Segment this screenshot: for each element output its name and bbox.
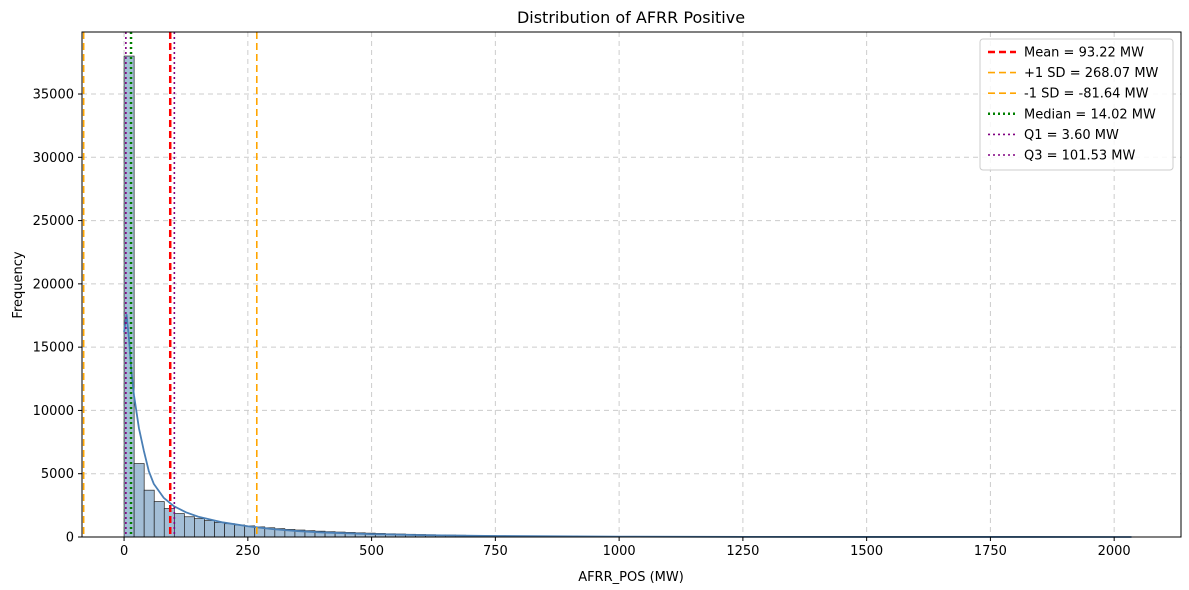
x-axis-ticks: 0 250 500 750 1000 1250 1500 1750 2000 xyxy=(120,537,1131,559)
legend-label: +1 SD = 268.07 MW xyxy=(1024,66,1159,81)
histogram-bar xyxy=(234,524,246,538)
legend-label: Q1 = 3.60 MW xyxy=(1024,128,1119,143)
y-tick-label: 20000 xyxy=(33,277,74,292)
legend-label: -1 SD = -81.64 MW xyxy=(1024,87,1149,102)
plot-frame xyxy=(81,31,1182,538)
legend-label: Median = 14.02 MW xyxy=(1024,107,1156,122)
chart-title: Distribution of AFRR Positive xyxy=(517,8,745,27)
y-axis-label: Frequency xyxy=(11,251,26,318)
reference-lines xyxy=(82,32,258,537)
y-tick-label: 10000 xyxy=(33,404,74,419)
histogram-bar xyxy=(194,518,205,538)
histogram-bar xyxy=(153,501,165,538)
y-tick-label: 0 xyxy=(66,531,74,546)
x-tick-label: 0 xyxy=(120,544,128,559)
histogram-bar xyxy=(133,463,145,538)
legend-label: Q3 = 101.53 MW xyxy=(1024,149,1135,164)
legend-box xyxy=(979,38,1174,171)
histogram-bar xyxy=(173,513,185,538)
histogram-bar xyxy=(204,520,215,538)
legend-label: Mean = 93.22 MW xyxy=(1024,46,1144,61)
histogram-bars xyxy=(123,55,1130,538)
x-tick-label: 2000 xyxy=(1098,544,1131,559)
y-axis-ticks: 0 5000 10000 15000 20000 25000 30000 35000 xyxy=(33,88,82,546)
x-tick-label: 1000 xyxy=(603,544,636,559)
y-tick-label: 35000 xyxy=(33,88,74,103)
histogram-bar xyxy=(214,522,225,538)
x-tick-label: 750 xyxy=(483,544,508,559)
y-tick-label: 30000 xyxy=(33,151,74,166)
y-tick-label: 25000 xyxy=(33,214,74,229)
x-tick-label: 1750 xyxy=(974,544,1007,559)
histogram-bar xyxy=(184,516,195,538)
y-tick-label: 15000 xyxy=(33,341,74,356)
x-axis-label: AFRR_POS (MW) xyxy=(578,570,684,585)
legend: Mean = 93.22 MW +1 SD = 268.07 MW -1 SD = … xyxy=(979,38,1174,171)
x-tick-label: 250 xyxy=(235,544,260,559)
x-tick-label: 500 xyxy=(359,544,384,559)
y-tick-label: 5000 xyxy=(41,467,74,482)
x-tick-label: 1250 xyxy=(726,544,759,559)
x-tick-label: 1500 xyxy=(850,544,883,559)
histogram-bar xyxy=(143,489,155,538)
histogram-bar xyxy=(224,523,235,538)
